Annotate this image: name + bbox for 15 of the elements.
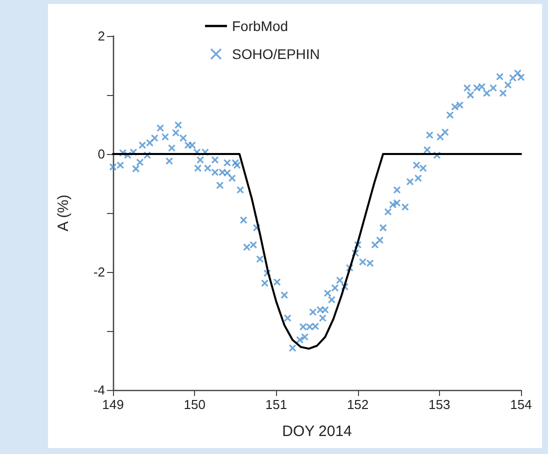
y-tick-label: 0	[98, 146, 105, 162]
x-tick-label: 150	[184, 397, 206, 412]
x-tick-label: 149	[102, 397, 124, 412]
line-series	[112, 153, 522, 350]
y-tick-label: -2	[93, 264, 105, 280]
x-tick-label: 153	[428, 397, 450, 412]
x-tick-label: 152	[346, 397, 369, 412]
y-tick-label: 2	[98, 28, 105, 44]
y-axis-title: A (%)	[55, 194, 72, 232]
y-tick-label: -4	[93, 382, 105, 398]
x-axis-title: DOY 2014	[282, 423, 352, 440]
legend-label: ForbMod	[232, 18, 288, 34]
x-tick-label: 154	[510, 397, 532, 412]
legend-label: SOHO/EPHIN	[232, 46, 320, 62]
x-tick-label: 151	[265, 397, 288, 412]
